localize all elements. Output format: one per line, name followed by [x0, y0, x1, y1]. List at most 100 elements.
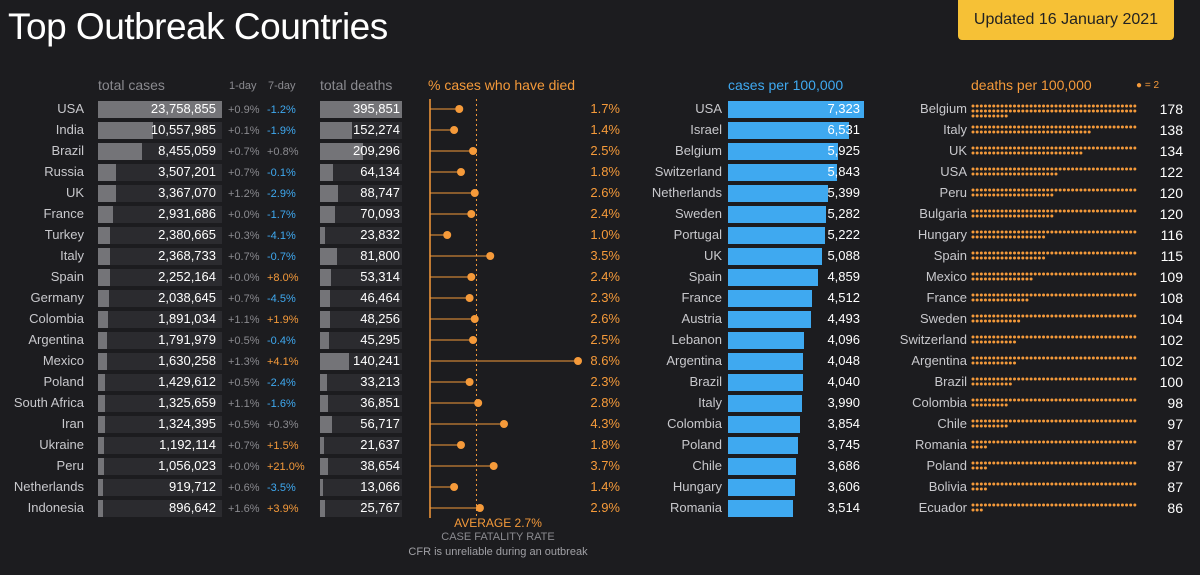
death-dot	[1025, 146, 1029, 150]
cfr-caveat: CFR is unreliable during an outbreak	[408, 546, 588, 558]
seven-day-change: -0.7%	[267, 251, 296, 263]
death-dot	[1033, 293, 1037, 297]
cases-value: 8,455,059	[158, 143, 216, 158]
death-dot	[1029, 419, 1033, 423]
cases-bar	[98, 311, 108, 328]
cfr-value: 3.7%	[590, 458, 620, 473]
death-dot	[975, 109, 979, 113]
death-dot	[971, 461, 975, 465]
death-dot	[1000, 130, 1004, 134]
death-dot	[979, 172, 983, 176]
death-dot	[1116, 109, 1120, 113]
death-dot	[1071, 272, 1075, 276]
death-dot	[1021, 256, 1025, 260]
death-dot	[983, 230, 987, 234]
death-dot	[992, 230, 996, 234]
seven-day-change: -1.6%	[267, 398, 296, 410]
cases-track	[98, 311, 222, 328]
death-dot	[1087, 167, 1091, 171]
death-dot	[1042, 167, 1046, 171]
death-dot	[1050, 104, 1054, 108]
death-dot	[979, 419, 983, 423]
cases-track	[98, 332, 222, 349]
country-label: Belgium	[920, 101, 967, 116]
death-dot	[992, 151, 996, 155]
death-dot	[1042, 377, 1046, 381]
death-dot	[1033, 251, 1037, 255]
death-dot	[1133, 419, 1137, 423]
death-dot	[971, 146, 975, 150]
death-dot	[992, 214, 996, 218]
deaths-bar	[320, 290, 330, 307]
deaths-per-100k-value: 97	[1167, 416, 1183, 432]
death-dot	[979, 440, 983, 444]
death-dot	[1104, 293, 1108, 297]
death-dot	[1066, 146, 1070, 150]
death-dot	[1120, 293, 1124, 297]
death-dot	[1071, 461, 1075, 465]
death-dot	[996, 214, 1000, 218]
death-dot	[988, 235, 992, 239]
death-dot	[1108, 440, 1112, 444]
death-dot	[983, 361, 987, 365]
death-dot	[996, 482, 1000, 486]
death-dot	[1100, 209, 1104, 213]
death-dot	[1013, 314, 1016, 318]
death-dot	[1058, 398, 1062, 402]
death-dot	[1116, 377, 1120, 381]
death-dot	[1091, 167, 1095, 171]
death-dot	[1025, 188, 1029, 192]
death-dot	[1133, 167, 1137, 171]
country-label: France	[926, 290, 967, 305]
death-dot	[1083, 146, 1087, 150]
death-dot	[996, 272, 1000, 276]
death-dot	[1125, 461, 1129, 465]
death-dot	[1042, 172, 1046, 176]
death-dot	[1129, 251, 1133, 255]
death-dot	[1008, 172, 1012, 176]
death-dot	[983, 114, 987, 118]
death-dot	[1025, 335, 1029, 339]
death-dot	[1096, 109, 1099, 113]
death-dot	[1008, 109, 1012, 113]
death-dot	[1100, 230, 1104, 234]
death-dot	[1042, 503, 1046, 507]
death-dot	[1087, 503, 1091, 507]
death-dot	[1021, 146, 1025, 150]
death-dot	[1037, 461, 1041, 465]
death-dot	[996, 109, 1000, 113]
death-dot	[1058, 125, 1062, 129]
death-dot	[1017, 193, 1021, 197]
cases-value: 2,368,733	[158, 248, 216, 263]
death-dot	[1104, 314, 1108, 318]
death-dot	[992, 298, 996, 302]
death-dot	[1033, 461, 1037, 465]
death-dot	[975, 151, 979, 155]
death-dot	[1083, 130, 1087, 134]
cases-per-100k-bar	[728, 227, 825, 244]
death-dot	[983, 188, 987, 192]
death-dot	[979, 340, 983, 344]
death-dot	[1029, 130, 1033, 134]
cfr-value: 2.4%	[590, 206, 620, 221]
death-dot	[1091, 251, 1095, 255]
death-dot	[1050, 193, 1054, 197]
death-dot	[975, 125, 979, 129]
death-dot	[1108, 293, 1112, 297]
deaths-value: 56,717	[360, 416, 400, 431]
death-dot	[1037, 125, 1041, 129]
death-dot	[1096, 440, 1099, 444]
death-dot	[992, 104, 996, 108]
death-dot	[1066, 356, 1070, 360]
death-dot	[1013, 193, 1016, 197]
seven-day-change: +0.3%	[267, 419, 299, 431]
death-dot	[1112, 440, 1116, 444]
cases-per-100k-bar	[728, 479, 795, 496]
death-dot	[975, 172, 979, 176]
death-dot	[1108, 146, 1112, 150]
death-dot	[1104, 503, 1108, 507]
death-dot	[1004, 209, 1008, 213]
cases-per-100k-value: 5,843	[827, 164, 860, 179]
death-dot	[1042, 256, 1046, 260]
cases-per-100k-value: 4,493	[827, 311, 860, 326]
